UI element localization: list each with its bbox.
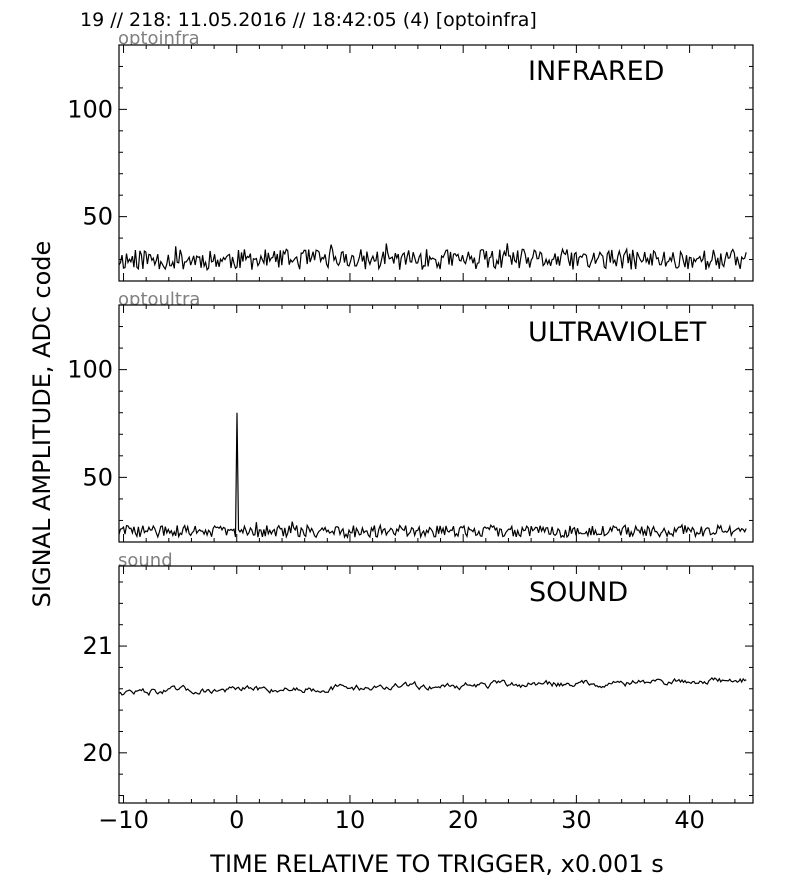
plot-frame-infrared [118,44,754,282]
series-line-sound [118,676,747,697]
x-tick-label: 40 [674,806,705,834]
ticks-infrared: 50 100 [67,44,753,282]
panel-title-sound: SOUND [529,577,628,608]
ticks-ultraviolet: 50 100 [67,304,753,543]
y-tick-label: 100 [67,356,113,384]
x-tick-label: 20 [448,806,479,834]
x-tick-label: 0 [229,806,244,834]
plot-frame-ultraviolet [118,304,754,543]
panel-title-ultraviolet: ULTRAVIOLET [528,317,707,348]
y-tick-label: 50 [82,203,113,231]
x-tick-label: 10 [335,806,366,834]
y-tick-label: 50 [82,463,113,491]
y-tick-label: 21 [82,632,113,660]
panel-infrared: optoinfra 50 100 INFRARED [67,28,754,282]
series-line-infrared [118,243,747,272]
series-line-ultraviolet [118,412,747,540]
x-tick-label: −10 [98,806,149,834]
y-tick-label: 20 [82,739,113,767]
x-tick-label: 30 [561,806,592,834]
y-tick-label: 100 [67,95,113,123]
y-axis-label: SIGNAL AMPLITUDE, ADC code [28,241,56,608]
plot-frame-sound [118,565,754,804]
x-tick-labels: −10 0 10 20 30 40 [98,806,705,834]
x-axis-label: TIME RELATIVE TO TRIGGER, x0.001 s [209,850,663,878]
panel-title-infrared: INFRARED [528,56,664,87]
figure-title: 19 // 218: 11.05.2016 // 18:42:05 (4) [o… [80,9,537,31]
channel-label-infrared: optoinfra [118,28,200,49]
